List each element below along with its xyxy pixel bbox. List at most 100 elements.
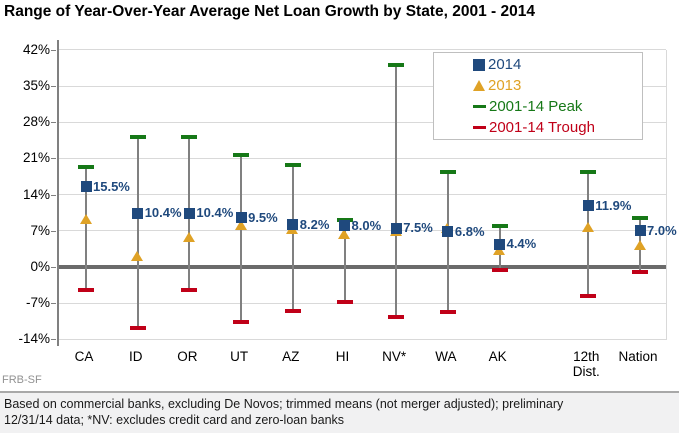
y-axis-tick: [51, 230, 56, 232]
peak-dash-marker: [580, 169, 597, 174]
peak-dash-marker: [336, 217, 353, 222]
legend-item: 2001-14 Trough: [473, 117, 642, 138]
x-axis-label: AZ: [282, 349, 300, 364]
marker-2013-triangle: [182, 232, 195, 243]
gridline: [59, 194, 666, 196]
gridline: [59, 121, 666, 123]
legend-dash-icon: [473, 126, 486, 129]
peak-dash-marker: [233, 152, 250, 157]
x-axis-label: Nation: [618, 349, 658, 364]
y-axis-tick: [51, 339, 56, 341]
y-axis-label: 14%: [22, 186, 50, 202]
y-axis-label: 0%: [30, 259, 50, 274]
y-axis-tick: [51, 158, 56, 160]
range-line: [446, 171, 449, 312]
footer-divider: [0, 391, 679, 393]
footnote-line2: 12/31/14 data; *NV: excludes credit card…: [4, 413, 345, 427]
y-axis-tick: [51, 122, 56, 124]
value-label: 8.2%: [299, 216, 330, 232]
gridline: [59, 85, 666, 87]
y-axis-label: -14%: [18, 331, 50, 347]
trough-dash-marker: [336, 300, 353, 305]
legend: 2014 2013 2001-14 Peak 2001-14 Trough: [433, 52, 643, 140]
value-label: 6.8%: [454, 223, 485, 239]
legend-label: 2001-14 Trough: [489, 118, 595, 136]
peak-dash-marker: [181, 134, 198, 139]
plot-area: 15.5% 10.4% 10.4% 9.5% 8.2% 8.0% 7.5% 6.8% 4.4% 1…: [57, 40, 677, 346]
footnote-line1: Based on commercial banks, excluding De …: [4, 397, 564, 411]
y-axis-tick: [51, 49, 56, 51]
x-axis-label: CA: [74, 349, 94, 364]
legend-label: 2001-14 Peak: [489, 97, 583, 115]
y-axis-tick: [51, 303, 56, 305]
marker-2014-square: [80, 181, 92, 193]
trough-dash-marker: [129, 325, 146, 330]
y-axis-label: -7%: [25, 295, 50, 311]
peak-dash-marker: [632, 215, 648, 220]
range-line: [343, 219, 346, 303]
range-line: [291, 165, 294, 311]
legend-label: 2014: [488, 55, 522, 73]
gridline: [59, 338, 666, 340]
trough-dash-marker: [388, 315, 405, 320]
value-label: 10.4%: [144, 205, 182, 221]
range-line: [240, 154, 243, 322]
marker-2014-square: [442, 226, 454, 238]
marker-2014-square: [183, 207, 195, 219]
trough-dash-marker: [439, 309, 456, 314]
x-axis-label: NV*: [382, 349, 407, 364]
source-attribution: FRB-SF: [2, 374, 42, 386]
y-axis-label: 21%: [22, 150, 50, 166]
trough-dash-marker: [580, 293, 597, 298]
trough-dash-marker: [632, 270, 648, 275]
y-axis-label: 7%: [30, 222, 50, 238]
x-axis-label: 12th Dist.: [572, 349, 600, 379]
legend-item: 2013: [473, 75, 642, 96]
range-line: [395, 64, 398, 318]
gridline: [59, 49, 666, 51]
x-axis-label: WA: [435, 349, 457, 364]
marker-2014-square: [634, 225, 646, 237]
footnote: Based on commercial banks, excluding De …: [0, 393, 679, 433]
trough-dash-marker: [284, 308, 301, 313]
x-axis-label: OR: [177, 349, 198, 364]
peak-dash-marker: [388, 62, 405, 67]
y-axis-tick: [51, 86, 56, 88]
value-label: 7.5%: [403, 220, 433, 236]
gridline: [59, 230, 666, 232]
gridline: [59, 157, 666, 159]
trough-dash-marker: [181, 288, 198, 293]
gridline: [59, 302, 666, 304]
peak-dash-marker: [129, 134, 146, 139]
value-label: 9.5%: [248, 209, 278, 225]
legend-triangle-icon: [473, 80, 485, 91]
range-line: [136, 136, 139, 328]
value-label: 15.5%: [93, 178, 130, 194]
value-label: 11.9%: [595, 197, 632, 213]
marker-2013-triangle: [234, 219, 247, 230]
x-axis-label: HI: [335, 349, 350, 364]
marker-2013-triangle: [633, 239, 646, 250]
y-axis-tick: [51, 194, 56, 196]
peak-dash-marker: [284, 163, 301, 168]
marker-2014-square: [235, 212, 247, 224]
marker-2013-triangle: [338, 229, 350, 240]
legend-dash-icon: [473, 105, 486, 108]
marker-2014-square: [339, 220, 350, 232]
marker-2014-square: [287, 219, 299, 231]
trough-dash-marker: [233, 319, 250, 324]
legend-square-icon: [473, 58, 485, 71]
marker-2013-triangle: [79, 213, 92, 224]
zero-gridline: [59, 265, 666, 269]
value-label: 7.0%: [647, 222, 677, 238]
marker-2013-triangle: [581, 221, 594, 232]
y-axis-label: 28%: [22, 114, 50, 130]
y-axis-label: 35%: [22, 78, 50, 94]
x-axis-label: UT: [230, 349, 249, 364]
peak-dash-marker: [78, 164, 94, 169]
value-label: 8.0%: [351, 217, 382, 233]
marker-2013-triangle: [131, 251, 144, 262]
trough-dash-marker: [491, 267, 508, 272]
plot-right-border: [666, 50, 667, 340]
